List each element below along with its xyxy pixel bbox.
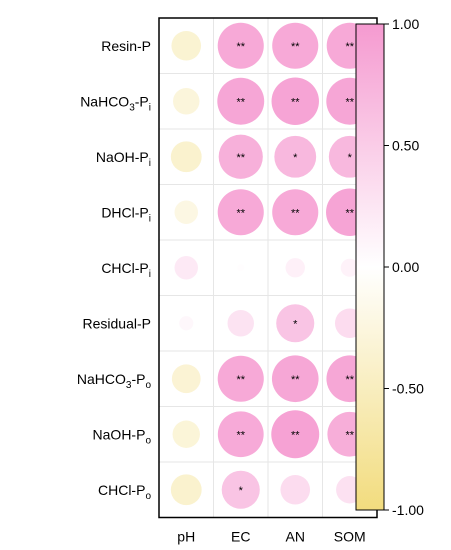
correlation-circle — [280, 474, 311, 505]
correlation-circle — [173, 88, 200, 115]
significance-label: ** — [236, 374, 245, 386]
significance-label: ** — [291, 207, 300, 219]
grid-lines — [159, 18, 377, 518]
correlation-circle — [172, 420, 200, 448]
row-label: CHCl-Pi — [101, 260, 151, 280]
significance-label: ** — [345, 374, 354, 386]
correlation-circle — [276, 304, 315, 343]
correlation-circle — [272, 189, 319, 236]
colorbar-tick-label: 1.00 — [392, 16, 419, 32]
correlation-circle — [217, 77, 265, 125]
row-label: Residual-P — [83, 315, 151, 331]
correlation-circle — [274, 135, 317, 178]
correlation-circle — [217, 189, 264, 236]
colorbar-tick-label: -1.00 — [392, 502, 424, 518]
significance-label: ** — [345, 207, 354, 219]
significance-label: ** — [291, 96, 300, 108]
significance-label: ** — [345, 41, 354, 53]
row-label: Resin-P — [101, 38, 151, 54]
correlation-circle — [174, 256, 198, 280]
correlation-circle — [285, 258, 305, 278]
significance-label: ** — [236, 207, 245, 219]
correlation-circle — [170, 141, 202, 173]
colorbar-tick-label: 0.00 — [392, 259, 419, 275]
column-label: AN — [286, 529, 305, 545]
significance-labels: ** ** **** ** **** * *** ** ***** ** **** ** *** — [236, 41, 354, 497]
correlation-circle — [227, 310, 254, 337]
correlation-circle — [171, 364, 201, 394]
correlation-circle — [170, 474, 202, 506]
significance-label: * — [293, 152, 298, 164]
correlation-circle — [217, 355, 264, 402]
significance-label: * — [348, 152, 353, 164]
row-label: CHCl-Po — [98, 482, 151, 502]
significance-label: ** — [291, 41, 300, 53]
significance-label: ** — [291, 429, 300, 441]
significance-label: ** — [236, 152, 245, 164]
colorbar-gradient — [355, 23, 385, 511]
significance-label: ** — [345, 429, 354, 441]
correlation-circle — [237, 264, 245, 272]
correlation-circle — [218, 134, 263, 179]
correlation-circle — [221, 470, 260, 509]
colorbar-tick-label: 0.50 — [392, 138, 419, 154]
row-label: NaOH-Pi — [96, 149, 151, 169]
correlation-circles — [170, 22, 374, 509]
correlation-circle — [271, 410, 320, 459]
colorbar-tick-label: -0.50 — [392, 381, 424, 397]
column-label: pH — [177, 529, 195, 545]
row-label: NaOH-Po — [93, 426, 152, 446]
row-label: NaHCO3-Po — [77, 371, 152, 391]
significance-label: ** — [236, 96, 245, 108]
correlation-circle — [340, 258, 359, 277]
row-label: DHCl-Pi — [101, 204, 151, 224]
correlation-circle — [271, 77, 319, 125]
correlation-circle — [171, 30, 202, 61]
correlation-circle — [271, 355, 319, 403]
colorbar: 1.00 0.50 0.00 -0.50 -1.00 — [355, 16, 424, 518]
significance-label: * — [239, 485, 244, 497]
significance-label: ** — [291, 374, 300, 386]
correlation-circle — [217, 411, 264, 458]
significance-label: ** — [236, 41, 245, 53]
correlation-circle — [174, 200, 198, 224]
row-label: NaHCO3-Pi — [80, 93, 151, 113]
correlation-circle — [272, 22, 319, 69]
correlation-circle — [179, 316, 194, 331]
significance-label: ** — [236, 429, 245, 441]
significance-label: * — [293, 318, 298, 330]
significance-label: ** — [345, 96, 354, 108]
column-labels: pH EC AN SOM — [177, 529, 365, 545]
column-label: EC — [231, 529, 250, 545]
correlation-circle — [217, 22, 264, 69]
row-labels: Resin-P NaHCO3-Pi NaOH-Pi DHCl-Pi CHCl-Pi Res… — [77, 38, 152, 502]
column-label: SOM — [334, 529, 366, 545]
